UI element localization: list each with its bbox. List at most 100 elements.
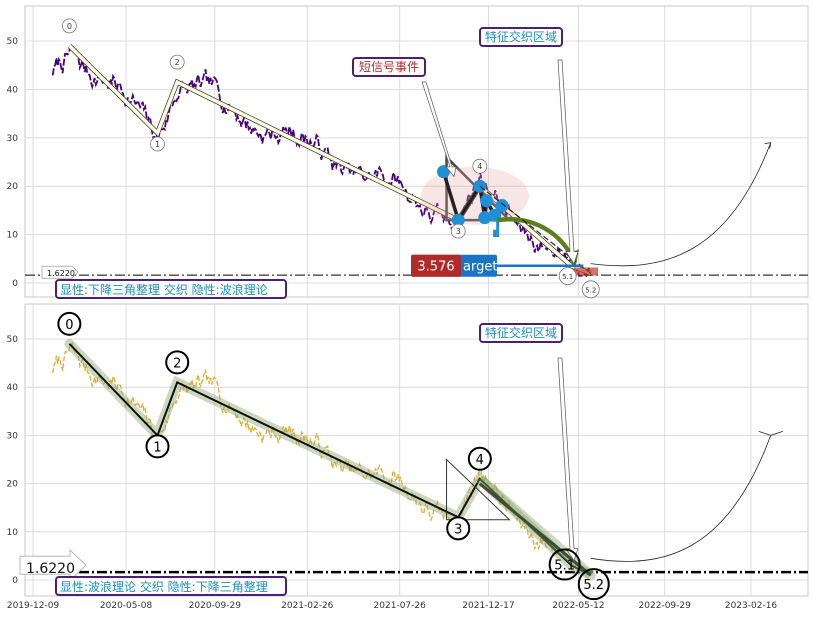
projection-arc — [590, 142, 772, 267]
wave-point-3: 3 — [450, 223, 466, 239]
wave-point-marker — [548, 548, 581, 581]
wave-point-marker — [446, 516, 471, 541]
wave-point-label: 3 — [456, 227, 461, 236]
y-tick-label: 10 — [7, 528, 19, 538]
y-tick-label: 20 — [7, 182, 19, 192]
pattern-note-box — [55, 279, 287, 299]
wave-point-1: 1 — [150, 136, 165, 152]
short-signal-text: 短信号事件 — [359, 60, 419, 74]
target-value-box — [411, 254, 461, 277]
y-tick-label: 10 — [7, 231, 19, 241]
x-tick-label: 2021-02-26 — [281, 601, 334, 611]
wave-point-marker — [165, 350, 190, 375]
threshold-label-box — [19, 549, 87, 582]
target-zone — [574, 267, 599, 276]
wave-point-marker — [472, 158, 488, 174]
projection-arc-arrowhead — [758, 431, 783, 436]
pattern-note: 显性:下降三角整理 交织 隐性:波浪理论 — [55, 279, 287, 299]
short-signal-arrow — [421, 81, 457, 178]
wave-point-label: 4 — [477, 162, 482, 171]
projection-band — [476, 475, 595, 579]
wave-point-label: 0 — [67, 22, 72, 31]
projection-arc — [590, 435, 772, 562]
wave-point-5-2: 5.2 — [577, 568, 610, 601]
y-tick-label: 20 — [7, 480, 19, 490]
target-text: arget — [463, 260, 497, 275]
x-tick-label: 2020-09-29 — [189, 601, 242, 611]
wave-point-label: 3 — [454, 522, 462, 537]
wave-point-label: 2 — [173, 356, 181, 371]
wave-point-marker — [450, 223, 466, 239]
wave-point-marker — [57, 311, 82, 336]
pattern-note-text: 显性:下降三角整理 交织 隐性:波浪理论 — [60, 282, 268, 297]
feature-zone-arrow — [557, 59, 579, 265]
wave-point-1: 1 — [145, 434, 170, 459]
projection-arc-arrowhead — [764, 142, 772, 149]
wave-point-marker — [150, 136, 165, 152]
short-signal-box — [352, 57, 426, 77]
wave-point-label: 4 — [476, 453, 484, 468]
wave-point-label: 5.2 — [583, 578, 604, 593]
wave-point-2: 2 — [169, 54, 185, 70]
projection-line — [478, 482, 592, 577]
signal-bracket — [493, 220, 500, 238]
x-tick-label: 2019-12-09 — [7, 601, 60, 611]
wave-point-label: 0 — [65, 318, 73, 333]
wave-point-label: 2 — [175, 58, 180, 67]
y-tick-label: 40 — [7, 383, 19, 393]
wave-point-label: 5.2 — [585, 286, 596, 294]
x-tick-label: 2021-07-26 — [374, 601, 427, 611]
target-value-text: 3.576 — [417, 260, 454, 275]
signal-dot — [495, 199, 509, 213]
wave-point-5-1: 5.1 — [558, 267, 577, 285]
wave-point-4: 4 — [472, 158, 488, 174]
feature-zone-callout: 特征交织区域 — [479, 323, 579, 562]
descending-triangle — [446, 458, 511, 521]
y-tick-label: 0 — [12, 576, 18, 586]
wave-point-marker — [577, 568, 610, 601]
price-series-line — [52, 342, 592, 574]
signal-dot — [478, 211, 492, 225]
y-tick-label: 0 — [12, 279, 18, 289]
wave-point-label: 5.1 — [562, 273, 573, 281]
short-signal-callout: 短信号事件 — [352, 57, 457, 178]
y-tick-label: 50 — [7, 37, 19, 47]
y-tick-label: 30 — [7, 431, 19, 441]
plot-area — [24, 5, 809, 298]
wave-point-4: 4 — [467, 446, 492, 471]
y-tick-label: 40 — [7, 85, 19, 95]
y-tick-label: 30 — [7, 134, 19, 144]
feature-zone-text: 特征交织区域 — [485, 325, 557, 340]
wave-point-3: 3 — [446, 516, 471, 541]
threshold-label: 1.6220 — [41, 265, 79, 279]
signal-dot — [451, 213, 465, 227]
threshold-label: 1.6220 — [19, 549, 87, 582]
x-tick-label: 2020-05-08 — [100, 601, 153, 611]
x-tick-label: 2022-09-29 — [639, 601, 692, 611]
threshold-label-text: 1.6220 — [26, 561, 75, 577]
wave-point-marker — [145, 434, 170, 459]
plot-area — [24, 303, 809, 597]
wave-point-label: 1 — [155, 140, 160, 149]
pattern-note: 显性:波浪理论 交织 隐性:下降三角整理 — [55, 576, 287, 596]
feature-zone-callout: 特征交织区域 — [479, 27, 579, 265]
x-tick-label: 2021-12-17 — [462, 601, 514, 611]
feature-zone-text: 特征交织区域 — [485, 29, 557, 44]
wave-point-marker — [467, 446, 492, 471]
signal-dot — [480, 194, 494, 208]
y-tick-label: 50 — [7, 335, 19, 345]
pattern-note-text: 显性:波浪理论 交织 隐性:下降三角整理 — [60, 579, 268, 594]
wave-point-5-2: 5.2 — [581, 280, 600, 299]
wave-point-label: 5.1 — [554, 559, 575, 574]
threshold-label-text: 1.6220 — [47, 269, 75, 278]
x-tick-label: 2023-02-16 — [725, 601, 778, 611]
wave-point-0: 0 — [61, 18, 77, 34]
wave-point-marker — [581, 280, 600, 299]
wave-point-0: 0 — [57, 311, 82, 336]
threshold-label-box — [41, 265, 79, 279]
wave-point-label: 1 — [153, 440, 161, 455]
wave-point-marker — [169, 54, 185, 70]
